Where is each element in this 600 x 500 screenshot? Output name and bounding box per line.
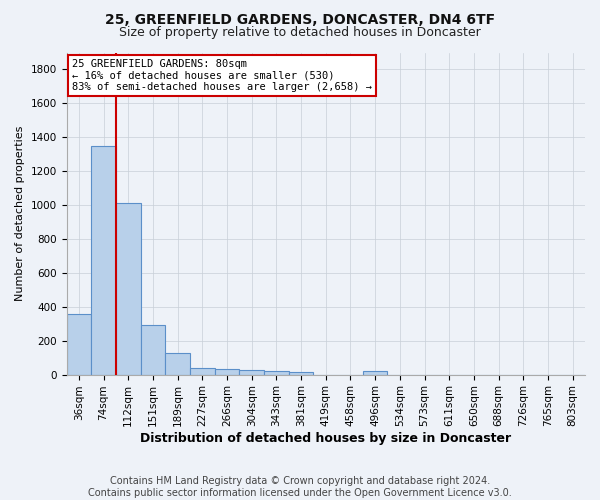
Text: Contains HM Land Registry data © Crown copyright and database right 2024.
Contai: Contains HM Land Registry data © Crown c… bbox=[88, 476, 512, 498]
Bar bbox=[91, 146, 116, 374]
Text: 25 GREENFIELD GARDENS: 80sqm
← 16% of detached houses are smaller (530)
83% of s: 25 GREENFIELD GARDENS: 80sqm ← 16% of de… bbox=[72, 59, 372, 92]
Y-axis label: Number of detached properties: Number of detached properties bbox=[15, 126, 25, 301]
Bar bbox=[239, 370, 264, 374]
Bar bbox=[67, 314, 91, 374]
Bar bbox=[264, 371, 289, 374]
Bar bbox=[165, 354, 190, 374]
Bar bbox=[140, 326, 165, 374]
Text: 25, GREENFIELD GARDENS, DONCASTER, DN4 6TF: 25, GREENFIELD GARDENS, DONCASTER, DN4 6… bbox=[105, 12, 495, 26]
Bar bbox=[116, 204, 140, 374]
Bar bbox=[190, 368, 215, 374]
X-axis label: Distribution of detached houses by size in Doncaster: Distribution of detached houses by size … bbox=[140, 432, 511, 445]
Bar bbox=[363, 371, 388, 374]
Bar bbox=[215, 368, 239, 374]
Text: Size of property relative to detached houses in Doncaster: Size of property relative to detached ho… bbox=[119, 26, 481, 39]
Bar bbox=[289, 372, 313, 374]
